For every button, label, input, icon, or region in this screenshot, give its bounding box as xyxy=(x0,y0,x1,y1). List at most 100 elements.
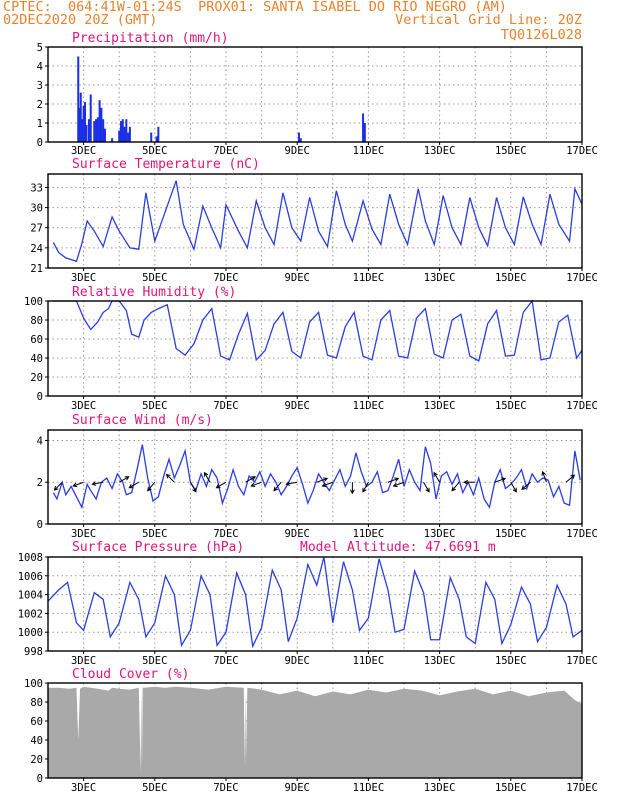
wind-vector-head xyxy=(72,482,78,488)
panel-title: Surface Wind (m/s) xyxy=(72,413,213,428)
panel-6: 0 20 40 60 80 100 3DEC 5DEC 7DEC 9DEC 11DEC 13DEC 15… xyxy=(24,667,598,794)
wind-vector-shaft xyxy=(245,476,256,483)
wind-vector-shaft xyxy=(542,471,547,483)
x-tick-label: 9DEC xyxy=(285,528,310,540)
precip-bar xyxy=(297,132,300,142)
precip-bar xyxy=(96,117,99,142)
precip-bar xyxy=(98,100,101,142)
y-tick-label: 1008 xyxy=(18,552,43,564)
wind-vector-head xyxy=(165,473,171,479)
wind-vector-head xyxy=(394,477,400,482)
x-tick-label: 7DEC xyxy=(213,400,238,412)
wind-vector-arrow xyxy=(203,471,211,483)
y-tick-label: 2 xyxy=(37,477,43,489)
wind-vector-arrow xyxy=(118,476,130,483)
wind-vector-shaft xyxy=(251,481,262,487)
wind-vector-head xyxy=(541,470,546,476)
precip-bar xyxy=(121,119,124,142)
x-tick-label: 5DEC xyxy=(142,782,167,794)
wind-vector-shaft xyxy=(316,477,328,483)
wind-vector-arrow xyxy=(387,477,400,483)
wind-vector-head xyxy=(362,487,367,493)
wind-vector-arrow xyxy=(541,470,547,483)
y-tick-label: 27 xyxy=(30,223,43,235)
x-tick-label: 15DEC xyxy=(495,272,527,284)
precip-bar xyxy=(81,119,84,142)
precip-bar xyxy=(95,119,98,142)
y-tick-label: 4 xyxy=(37,435,43,447)
series-line xyxy=(47,556,583,649)
wind-vector-head xyxy=(512,487,517,493)
y-tick-label: 100 xyxy=(24,678,43,690)
panel-title: Cloud Cover (%) xyxy=(72,667,189,682)
x-tick-label: 3DEC xyxy=(71,782,96,794)
panel-frame xyxy=(47,556,583,652)
panel-1: 0 1 2 3 4 5 3DEC 5DEC 7DEC 9DEC 11DEC 13DEC 15DEC 17D… xyxy=(37,31,598,157)
precip-bar xyxy=(111,138,114,142)
wind-vector-arrow xyxy=(273,481,282,492)
x-tick-label: 5DEC xyxy=(142,145,167,157)
wind-vector-shaft xyxy=(166,474,175,483)
x-tick-label: 3DEC xyxy=(71,272,96,284)
wind-vector-arrow xyxy=(285,481,298,486)
wind-vector-head xyxy=(433,471,438,477)
x-tick-label: 15DEC xyxy=(495,782,527,794)
panel-frame xyxy=(47,429,583,525)
precip-bar xyxy=(78,107,81,142)
panel-frame xyxy=(47,682,583,779)
y-tick-label: 0 xyxy=(37,773,43,785)
panel-5: 998 1000 1002 1004 1006 1008 3DEC 5DEC 7DEC 9DEC 1… xyxy=(18,540,598,667)
y-tick-label: 20 xyxy=(30,372,43,384)
wind-vector-shaft xyxy=(129,481,140,489)
y-tick-label: 60 xyxy=(30,716,43,728)
precip-bar xyxy=(362,113,365,142)
y-tick-label: 60 xyxy=(30,334,43,346)
precip-bar xyxy=(363,123,366,142)
x-tick-label: 3DEC xyxy=(71,528,96,540)
header-run-date: 02DEC2020 20Z (GMT) xyxy=(3,12,158,28)
x-tick-label: 5DEC xyxy=(142,528,167,540)
x-tick-label: 7DEC xyxy=(213,145,238,157)
wind-vector-arrow xyxy=(147,481,156,492)
wind-vector-head xyxy=(91,481,97,486)
precip-bar xyxy=(299,138,302,142)
wind-vector-shaft xyxy=(451,481,460,491)
x-tick-label: 15DEC xyxy=(495,528,527,540)
wind-vector-arrow xyxy=(392,481,405,488)
y-tick-label: 100 xyxy=(24,296,43,308)
x-tick-label: 13DEC xyxy=(424,272,456,284)
y-tick-label: 1000 xyxy=(18,627,43,639)
y-tick-label: 40 xyxy=(30,353,43,365)
wind-vector-head xyxy=(128,484,134,489)
wind-vector-head xyxy=(521,485,526,490)
precip-bar xyxy=(118,130,121,142)
precip-bar xyxy=(127,132,130,142)
panel-frame xyxy=(47,173,583,269)
y-tick-label: 30 xyxy=(30,203,43,215)
wind-vector-head xyxy=(463,479,468,485)
wind-vector-arrow xyxy=(91,481,104,486)
wind-vector-head xyxy=(425,487,430,493)
x-tick-label: 5DEC xyxy=(142,655,167,667)
x-tick-label: 9DEC xyxy=(285,145,310,157)
x-tick-label: 11DEC xyxy=(353,782,385,794)
wind-vector-head xyxy=(392,482,398,488)
x-tick-label: 13DEC xyxy=(424,782,456,794)
wind-vector-shaft xyxy=(433,472,441,483)
wind-vector-head xyxy=(321,482,327,488)
wind-vector-shaft xyxy=(92,481,104,485)
wind-vector-arrow xyxy=(350,482,355,495)
panel-3: 0 20 40 60 80 100 3DEC 5DEC 7DEC 9DEC 11DEC 13DEC 15… xyxy=(24,285,598,412)
precip-bar xyxy=(128,126,131,142)
x-tick-label: 3DEC xyxy=(71,400,96,412)
wind-vector-arrow xyxy=(245,476,257,483)
wind-vector-shaft xyxy=(273,481,282,491)
y-tick-label: 3 xyxy=(37,80,43,92)
x-tick-label: 5DEC xyxy=(142,400,167,412)
x-tick-label: 13DEC xyxy=(424,145,456,157)
x-tick-label: 3DEC xyxy=(71,145,96,157)
x-tick-label: 17DEC xyxy=(566,528,598,540)
precip-bar xyxy=(87,119,90,142)
series-line xyxy=(52,444,581,510)
x-tick-label: 17DEC xyxy=(566,400,598,412)
